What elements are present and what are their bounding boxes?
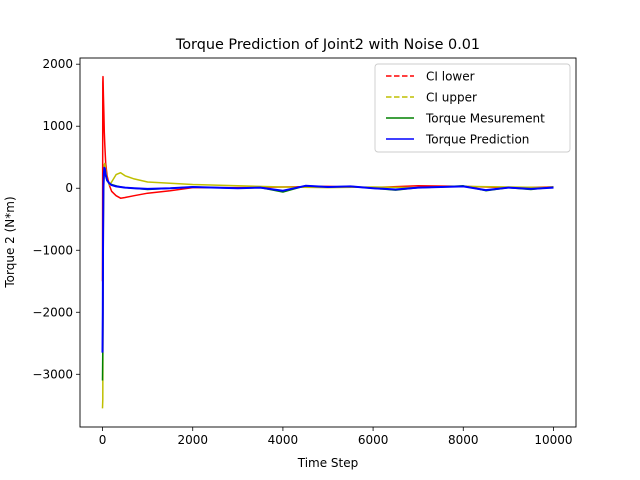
y-axis: −3000 −2000 −1000 0 1000 2000 (32, 57, 80, 381)
x-tick-label: 4000 (268, 433, 299, 447)
x-tick-label: 10000 (534, 433, 572, 447)
axes-frame (79, 57, 577, 428)
y-tick-label: 2000 (42, 57, 73, 71)
x-tick-label: 0 (99, 433, 107, 447)
legend-label: Torque Prediction (425, 133, 529, 147)
legend-label: CI upper (426, 91, 477, 105)
legend-label: Torque Mesurement (425, 112, 545, 126)
legend: CI lower CI upper Torque Mesurement Torque … (374, 63, 571, 153)
y-tick-label: 1000 (42, 119, 73, 133)
legend-box (374, 63, 571, 153)
legend-label: CI lower (426, 70, 475, 84)
chart-title: Torque Prediction of Joint2 with Noise 0… (175, 37, 480, 53)
y-tick-label: 0 (65, 181, 73, 195)
x-tick-label: 8000 (448, 433, 479, 447)
y-axis-label: Torque 2 (N*m) (3, 196, 17, 288)
plot-area (101, 75, 554, 409)
y-tick-label: −1000 (32, 243, 73, 257)
x-axis-label: Time Step (297, 456, 359, 470)
x-axis: 0 2000 4000 6000 8000 10000 (99, 427, 573, 447)
y-tick-label: −3000 (32, 367, 73, 381)
x-tick-label: 6000 (358, 433, 389, 447)
x-tick-label: 2000 (177, 433, 208, 447)
y-tick-label: −2000 (32, 305, 73, 319)
series-line-torque-prediction (101, 166, 554, 353)
